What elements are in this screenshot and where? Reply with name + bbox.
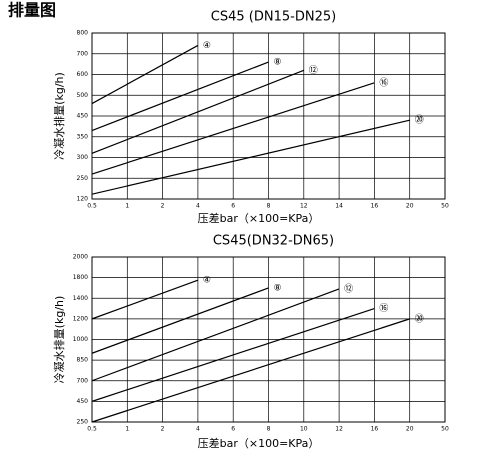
series-line	[91, 318, 410, 423]
y-tick-label: 700	[77, 377, 89, 384]
x-tick-label: 4	[196, 203, 200, 210]
series-label: ⑧	[274, 283, 282, 293]
y-tick-label: 1200	[73, 315, 88, 322]
x-tick-label: 4	[196, 426, 200, 433]
x-tick-label: 8	[267, 426, 271, 433]
series-label: ⑯	[379, 303, 388, 314]
series-label: ④	[203, 41, 211, 51]
series-line	[91, 69, 305, 154]
x-tick-label: 2	[161, 426, 165, 433]
x-tick-label: 2	[161, 203, 165, 210]
y-tick-label: 700	[77, 50, 89, 57]
chart-title: CS45 (DN15-DN25)	[211, 10, 336, 25]
page-title: 排量图	[8, 1, 56, 20]
series-line	[91, 61, 269, 132]
x-tick-label: 20	[406, 426, 414, 433]
x-tick-label: 6	[231, 203, 235, 210]
series-label: ④	[203, 276, 211, 286]
series-line	[91, 307, 375, 402]
y-tick-label: 500	[77, 92, 89, 99]
x-tick-label: 50	[441, 203, 449, 210]
x-tick-label: 50	[441, 426, 449, 433]
y-tick-label: 450	[77, 398, 89, 405]
y-tick-label: 300	[77, 154, 89, 161]
x-tick-label: 0.5	[87, 203, 97, 210]
series-label: ⑫	[309, 65, 318, 76]
y-tick-label: 1400	[73, 295, 88, 302]
x-tick-label: 12	[335, 426, 343, 433]
x-axis-label: 压差bar（×100=KPa）	[198, 211, 320, 225]
x-tick-label: 1	[125, 426, 129, 433]
y-axis-label: 冷凝水排量(kg/h)	[52, 296, 66, 384]
x-tick-label: 6	[231, 426, 235, 433]
x-axis-label: 压差bar（×100=KPa）	[198, 436, 320, 450]
x-tick-label: 8	[267, 203, 271, 210]
series-line	[91, 44, 199, 105]
y-tick-label: 250	[77, 175, 89, 182]
series-label: ⑯	[379, 77, 388, 88]
series-line	[91, 119, 410, 195]
x-tick-label: 16	[371, 203, 379, 210]
y-tick-label: 250	[77, 419, 89, 426]
series-label: ⑳	[415, 115, 424, 126]
y-tick-label: 2000	[73, 254, 88, 261]
x-tick-label: 10	[300, 426, 308, 433]
x-tick-label: 20	[406, 203, 414, 210]
x-tick-label: 0.5	[87, 426, 97, 433]
series-line	[91, 279, 199, 320]
y-tick-label: 120	[77, 196, 89, 203]
chart-title: CS45(DN32-DN65)	[213, 234, 334, 249]
y-tick-label: 350	[77, 133, 89, 140]
y-tick-label: 450	[77, 113, 89, 120]
y-tick-label: 600	[77, 71, 89, 78]
x-tick-label: 16	[371, 426, 379, 433]
y-tick-label: 1000	[73, 336, 88, 343]
x-tick-label: 14	[335, 203, 343, 210]
y-axis-label: 冷凝水排量(kg/h)	[52, 72, 66, 160]
y-tick-label: 850	[77, 357, 89, 364]
series-label: ⑳	[415, 313, 424, 324]
series-label: ⑫	[344, 283, 353, 294]
series-line	[91, 287, 269, 354]
series-label: ⑧	[274, 58, 282, 68]
x-tick-label: 1	[125, 203, 129, 210]
x-tick-label: 12	[300, 203, 308, 210]
y-tick-label: 1800	[73, 274, 88, 281]
y-tick-label: 800	[77, 30, 89, 37]
series-line	[91, 288, 340, 382]
series-line	[91, 82, 375, 175]
